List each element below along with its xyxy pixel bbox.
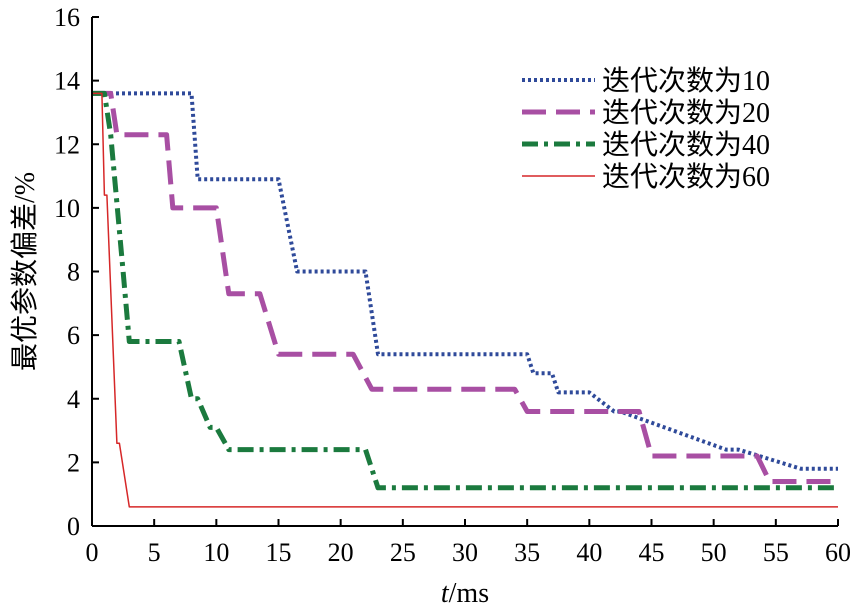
y-tick-label: 8 [67,258,80,287]
x-tick-label: 35 [514,538,540,567]
x-axis-title-unit: /ms [449,578,489,609]
x-tick-label: 5 [148,538,161,567]
series-line-3 [92,90,838,491]
y-tick-label: 12 [54,130,80,159]
x-axis-title: t/ms [441,578,489,609]
x-tick-label: 60 [825,538,851,567]
tick-marks [91,16,839,527]
x-tick-label: 55 [763,538,789,567]
series-line-1 [92,91,838,471]
y-tick-label: 2 [67,448,80,477]
x-tick-label: 20 [328,538,354,567]
legend-label-3: 迭代次数为40 [602,129,770,161]
y-tick-label: 10 [54,194,80,223]
x-tick-label: 10 [203,538,229,567]
legend-label-2: 迭代次数为20 [602,97,770,129]
x-tick-label: 25 [390,538,416,567]
x-tick-label: 50 [701,538,727,567]
x-tick-label: 0 [86,538,99,567]
y-axis-title: 最优参数偏差/% [9,172,41,371]
y-tick-label: 0 [67,512,80,541]
y-tick-label: 6 [67,321,80,350]
series-line-4 [92,92,838,508]
series-line-2 [92,90,838,484]
legend-label-1: 迭代次数为10 [602,65,770,97]
y-tick-label: 14 [54,67,80,96]
legend-label-4: 迭代次数为60 [602,161,770,193]
x-tick-label: 40 [576,538,602,567]
tick-labels: 0 5 10 15 20 25 30 35 40 45 50 55 60 0 2 4 6 8 10 12 14 16 [54,3,851,567]
x-axis-title-symbol: t [441,578,450,609]
x-tick-label: 30 [452,538,478,567]
x-tick-label: 15 [266,538,292,567]
series-lines [92,90,838,508]
x-tick-label: 45 [639,538,665,567]
y-tick-label: 16 [54,3,80,32]
y-tick-label: 4 [67,385,80,414]
